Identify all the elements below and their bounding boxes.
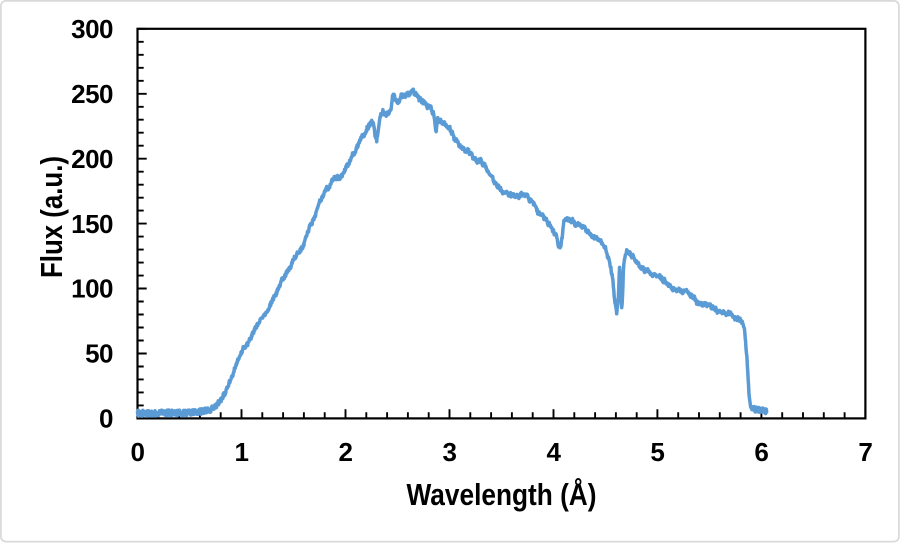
svg-text:7: 7 (858, 437, 872, 467)
svg-text:0: 0 (99, 404, 113, 434)
svg-text:3: 3 (443, 437, 457, 467)
svg-text:100: 100 (71, 274, 113, 304)
svg-text:250: 250 (71, 79, 113, 109)
svg-text:2: 2 (339, 437, 353, 467)
svg-text:50: 50 (85, 339, 113, 369)
svg-text:6: 6 (754, 437, 768, 467)
svg-text:4: 4 (547, 437, 562, 467)
svg-text:300: 300 (71, 14, 113, 44)
svg-text:150: 150 (71, 209, 113, 239)
svg-text:0: 0 (131, 437, 145, 467)
svg-text:5: 5 (650, 437, 664, 467)
svg-text:1: 1 (235, 437, 249, 467)
svg-text:Wavelength (Å): Wavelength (Å) (407, 477, 597, 512)
svg-text:Flux (a.u.): Flux (a.u.) (34, 156, 69, 278)
svg-text:200: 200 (71, 144, 113, 174)
